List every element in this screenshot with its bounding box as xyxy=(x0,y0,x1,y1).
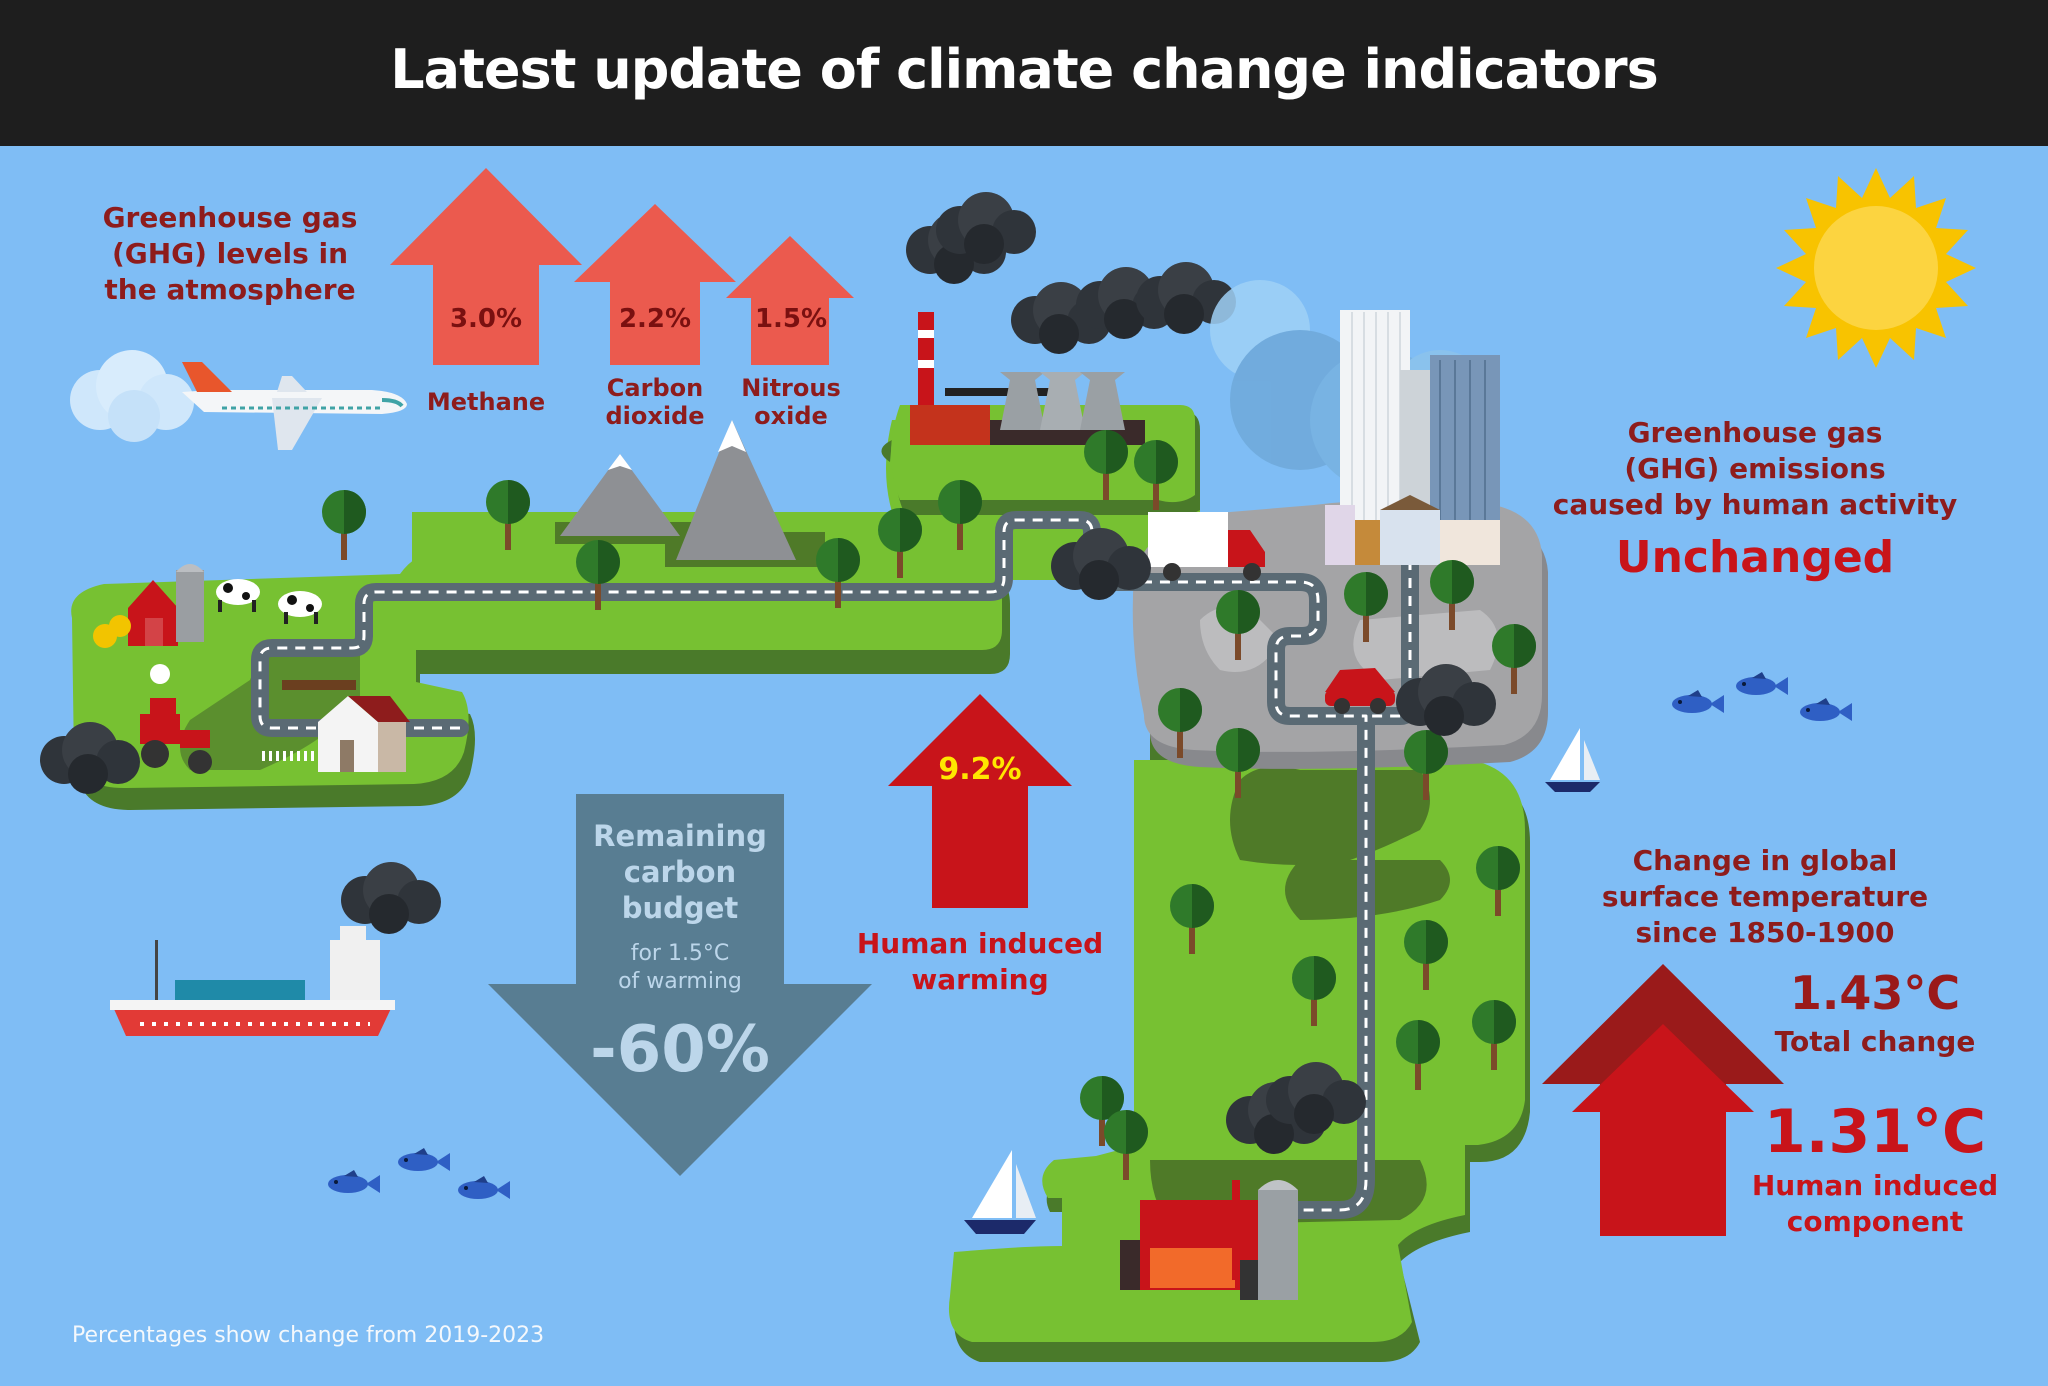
fish-icon xyxy=(1736,672,1788,695)
page-title: Latest update of climate change indicato… xyxy=(390,38,1659,101)
tree-icon xyxy=(322,490,366,560)
cooling-tower-icon xyxy=(1000,372,1125,430)
fish-icon xyxy=(398,1148,450,1171)
carbon-budget-title: Remaining carbon budget xyxy=(593,819,767,925)
car-icon xyxy=(1325,664,1496,736)
airplane-icon xyxy=(182,362,407,450)
methane-change: 3.0% xyxy=(449,304,523,334)
fish-icon xyxy=(1672,690,1724,713)
methane-arrow xyxy=(390,168,582,365)
human-warming-label: Human induced warming xyxy=(856,927,1104,996)
total-change-value: 1.43°C xyxy=(1789,966,1961,1020)
fish-icon xyxy=(1800,698,1852,721)
human-component-label: Human induced component xyxy=(1751,1169,1999,1238)
skyscraper-icon xyxy=(1325,310,1500,565)
smoke-cloud-icon xyxy=(341,862,441,934)
fish-icon xyxy=(458,1176,510,1199)
human-component-value: 1.31°C xyxy=(1763,1097,1987,1167)
ghg-level-arrows xyxy=(390,168,854,365)
sailboat-icon xyxy=(1545,728,1600,792)
farm xyxy=(40,490,410,794)
ship-icon xyxy=(110,862,441,1036)
human-temperature-arrow xyxy=(1572,1024,1754,1236)
human-warming-value: 9.2% xyxy=(938,752,1022,787)
cow-icon xyxy=(216,579,322,624)
sun-icon xyxy=(1776,168,1976,368)
carbon-budget-subtitle: for 1.5°C of warming xyxy=(618,941,742,994)
total-change-label: Total change xyxy=(1774,1025,1976,1058)
header-bar: Latest update of climate change indicato… xyxy=(0,0,2048,146)
factory-icon xyxy=(1120,1062,1366,1300)
power-plant xyxy=(906,192,1236,445)
barn-icon xyxy=(128,564,204,646)
carbon-budget-value: -60% xyxy=(590,1013,770,1087)
mountain-icon xyxy=(560,420,796,560)
n2o-arrow xyxy=(726,236,854,365)
n2o-change: 1.5% xyxy=(754,304,828,334)
fish-icon xyxy=(328,1170,380,1193)
ghg-emissions-status: Unchanged xyxy=(1615,532,1895,583)
carbon-budget-arrow xyxy=(488,794,872,1176)
temperature-title: Change in global surface temperature sin… xyxy=(1601,844,1929,949)
human-warming-arrow xyxy=(888,694,1072,908)
co2-change: 2.2% xyxy=(618,304,692,334)
house-icon xyxy=(318,696,410,772)
cloud-icon xyxy=(70,350,194,442)
methane-label: Methane xyxy=(426,388,546,416)
co2-arrow xyxy=(574,204,736,365)
truck-icon xyxy=(1051,512,1265,600)
footnote: Percentages show change from 2019-2023 xyxy=(72,1323,545,1348)
sailboat-icon xyxy=(964,1150,1036,1234)
ghg-levels-title: Greenhouse gas (GHG) levels in the atmos… xyxy=(102,201,358,306)
n2o-label: Nitrous oxide xyxy=(741,374,841,430)
tractor-icon xyxy=(140,698,212,774)
co2-label: Carbon dioxide xyxy=(605,374,705,430)
ghg-emissions-title: Greenhouse gas (GHG) emissions caused by… xyxy=(1552,416,1958,521)
